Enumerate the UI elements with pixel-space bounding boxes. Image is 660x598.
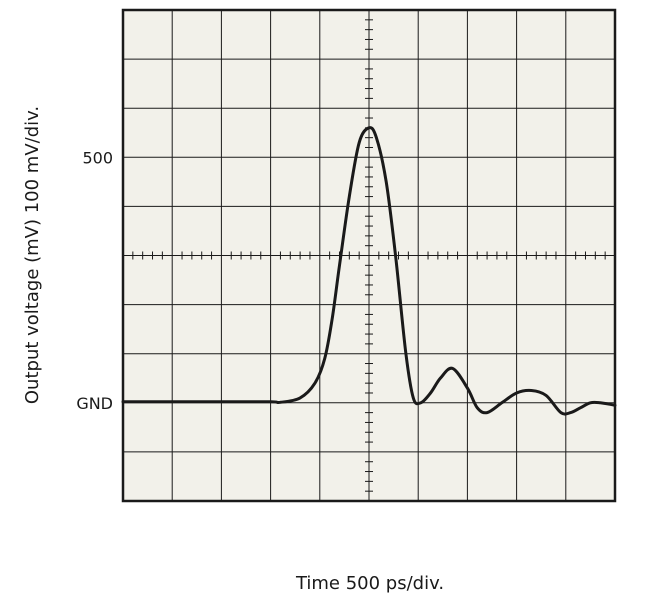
y-axis-label: Output voltage (mV) 100 mV/div. bbox=[22, 106, 43, 404]
grid-lines bbox=[123, 10, 615, 501]
plot-border bbox=[121, 8, 617, 503]
y-tick-labels: 500 GND bbox=[76, 148, 113, 413]
y-tick-label: GND bbox=[76, 394, 113, 413]
x-axis-label: Time 500 ps/div. bbox=[295, 573, 444, 594]
y-tick-label: 500 bbox=[82, 148, 113, 167]
waveform-trace bbox=[121, 126, 617, 416]
